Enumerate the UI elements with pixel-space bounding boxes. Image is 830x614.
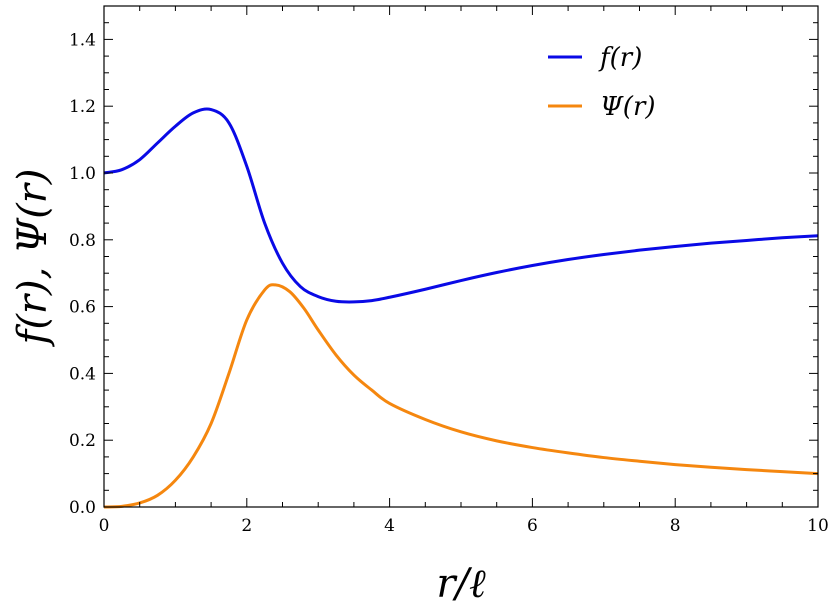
- y-tick-label: 0.2: [69, 431, 96, 451]
- x-tick-label: 2: [241, 516, 252, 536]
- y-axis-label: f(r), Ψ(r): [10, 169, 56, 348]
- y-tick-label: 0.0: [69, 498, 96, 518]
- axis-tick-labels: 0 2 4 6 8 10 0.0 0.2 0.4 0.6 0.8 1.0 1.2 1.4: [69, 30, 829, 536]
- x-tick-label: 8: [670, 516, 681, 536]
- legend-label-psi: Ψ(r): [600, 92, 656, 122]
- x-axis-label: r/ℓ: [436, 561, 486, 607]
- series-line-1: [103, 283, 819, 509]
- legend-label-f: f(r): [598, 43, 642, 73]
- y-tick-label: 1.2: [69, 97, 96, 117]
- y-tick-label: 0.6: [69, 298, 96, 318]
- y-tick-label: 0.8: [69, 231, 96, 251]
- axis-ticks: [103, 5, 819, 508]
- x-tick-label: 0: [99, 516, 110, 536]
- x-tick-label: 6: [527, 516, 538, 536]
- y-tick-label: 1.0: [69, 164, 96, 184]
- series-line-0: [103, 107, 819, 304]
- y-tick-label: 0.4: [69, 364, 96, 384]
- x-tick-label: 4: [384, 516, 395, 536]
- plot-curves: [103, 107, 819, 509]
- legend: f(r) Ψ(r): [548, 43, 656, 122]
- y-tick-label: 1.4: [69, 30, 96, 50]
- x-tick-label: 10: [807, 516, 829, 536]
